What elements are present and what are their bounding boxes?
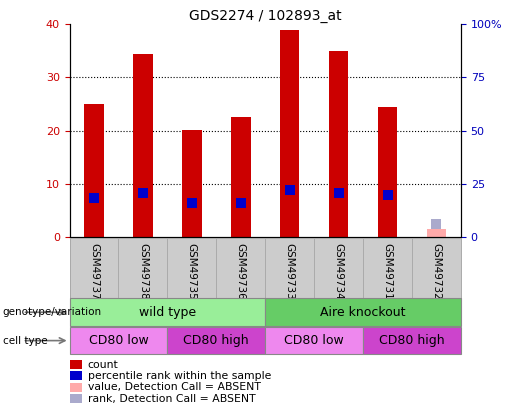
Point (432, 221, 440, 228)
Text: value, Detection Call = ABSENT: value, Detection Call = ABSENT (88, 382, 261, 392)
Bar (84, 104, 104, 237)
Text: GSM49734: GSM49734 (334, 243, 344, 299)
Bar (280, 30, 300, 237)
Bar (70, 298, 265, 326)
Title: GDS2274 / 102893_at: GDS2274 / 102893_at (189, 9, 341, 23)
Bar (231, 117, 250, 237)
Text: GSM49737: GSM49737 (89, 243, 99, 299)
Text: percentile rank within the sample: percentile rank within the sample (88, 371, 271, 381)
Text: GSM49736: GSM49736 (236, 243, 246, 299)
Bar (265, 298, 461, 326)
Text: rank, Detection Call = ABSENT: rank, Detection Call = ABSENT (88, 394, 255, 403)
Point (139, 190, 147, 196)
Point (383, 192, 391, 199)
Point (335, 190, 343, 196)
Text: Aire knockout: Aire knockout (320, 306, 406, 319)
Point (236, 200, 245, 206)
Text: count: count (88, 360, 118, 369)
Point (285, 187, 294, 194)
Bar (329, 51, 348, 237)
Text: wild type: wild type (139, 306, 196, 319)
Text: CD80 low: CD80 low (284, 334, 344, 347)
Text: GSM49738: GSM49738 (138, 243, 148, 299)
Text: GSM49735: GSM49735 (187, 243, 197, 299)
Bar (363, 327, 461, 354)
Text: cell type: cell type (3, 336, 47, 345)
Text: GSM49732: GSM49732 (432, 243, 441, 299)
Bar (133, 53, 152, 237)
Bar (426, 229, 446, 237)
Text: CD80 high: CD80 high (183, 334, 249, 347)
Text: genotype/variation: genotype/variation (3, 307, 101, 317)
Bar (265, 327, 363, 354)
Bar (167, 327, 265, 354)
Text: GSM49733: GSM49733 (285, 243, 295, 299)
Text: CD80 low: CD80 low (89, 334, 148, 347)
Point (187, 200, 196, 206)
Bar (377, 107, 398, 237)
Text: GSM49731: GSM49731 (383, 243, 392, 299)
Text: CD80 high: CD80 high (379, 334, 445, 347)
Bar (182, 130, 202, 237)
Point (90, 194, 98, 201)
Bar (70, 327, 167, 354)
